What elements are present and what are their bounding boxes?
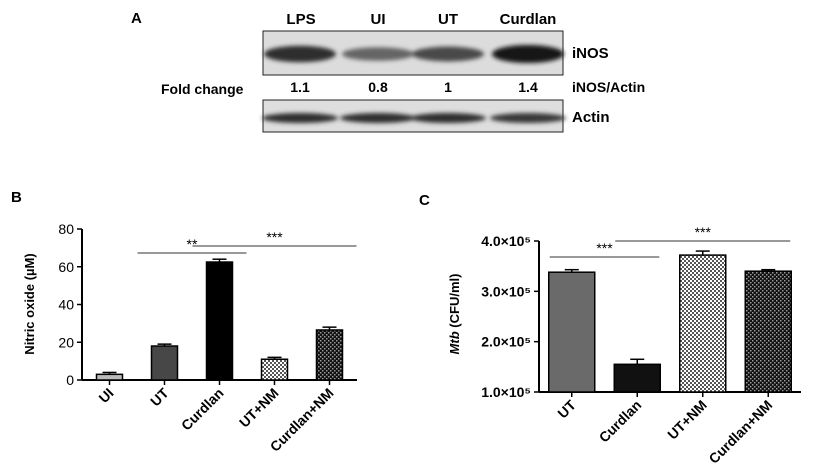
fold-change-ut: 1 [444, 79, 452, 95]
y-tick-label: 40 [58, 297, 74, 313]
x-tick-label: UT [147, 384, 172, 409]
bar [150, 345, 179, 381]
y-tick-label: 80 [58, 221, 74, 237]
fold-change-curdlan: 1.4 [518, 79, 538, 95]
inos-band [342, 47, 414, 61]
x-tick-label: Curdlan [596, 397, 645, 446]
x-tick-label: UI [95, 385, 116, 406]
bar [315, 329, 344, 381]
actin-band [490, 113, 566, 123]
significance-label: *** [596, 240, 613, 256]
actin-band [410, 113, 486, 123]
chart-b-ylabel: Nitric oxide (µM) [22, 253, 37, 354]
panel-b-label: B [11, 189, 22, 206]
significance-label: *** [266, 229, 283, 245]
significance-label: *** [695, 224, 712, 240]
actin-band [262, 113, 338, 123]
panel-a-label: A [131, 10, 142, 27]
x-tick-label: UT+NM [664, 397, 710, 443]
significance-label: ** [187, 236, 198, 252]
ratio-label: iNOS/Actin [572, 79, 645, 95]
fold-change-label: Fold change [161, 81, 244, 97]
y-tick-label: 60 [58, 259, 74, 275]
inos-band [492, 45, 564, 63]
lane-label-lps: LPS [286, 11, 315, 28]
bar [548, 271, 596, 393]
fold-change-lps: 1.1 [290, 79, 310, 95]
bar [205, 261, 234, 381]
actin-band [340, 113, 416, 123]
chart-c-ylabel-rest: (CFU/ml) [447, 274, 462, 332]
x-tick-label: UT+NM [236, 385, 282, 431]
inos-bands [264, 45, 564, 63]
actin-bands [262, 113, 566, 123]
lane-label-ut: UT [438, 11, 458, 28]
chart-c-ylabel-italic: Mtb [447, 331, 462, 354]
lane-label-ui: UI [371, 11, 386, 28]
x-tick-label: Curdlan+NM [705, 397, 775, 467]
fold-change-ui: 0.8 [368, 79, 388, 95]
bar [613, 363, 661, 393]
inos-band [264, 45, 336, 63]
inos-band-label: iNOS [572, 45, 609, 62]
actin-blot [262, 99, 566, 133]
y-tick-label: 4.0×10⁵ [481, 233, 531, 249]
x-tick-label: Curdlan [178, 385, 227, 434]
chart-c-ylabel: Mtb (CFU/ml) [447, 274, 462, 355]
lane-label-curdlan: Curdlan [500, 11, 557, 28]
y-tick-label: 1.0×10⁵ [481, 384, 531, 400]
x-tick-label: UT [554, 396, 579, 421]
y-tick-label: 0 [66, 372, 74, 388]
chart-mtb-cfu: 1.0×10⁵ 2.0×10⁵ 3.0×10⁵ 4.0×10⁵ UT Curdlan UT+… [481, 224, 801, 467]
bar [260, 358, 289, 381]
inos-blot [262, 30, 564, 76]
panel-c-label: C [419, 192, 430, 209]
inos-band [412, 46, 484, 62]
bar [744, 270, 792, 393]
bar [95, 373, 124, 381]
actin-band-label: Actin [572, 109, 610, 126]
bar [679, 254, 727, 393]
y-tick-label: 2.0×10⁵ [481, 334, 531, 350]
y-tick-label: 20 [58, 334, 74, 350]
y-tick-label: 3.0×10⁵ [481, 283, 531, 299]
